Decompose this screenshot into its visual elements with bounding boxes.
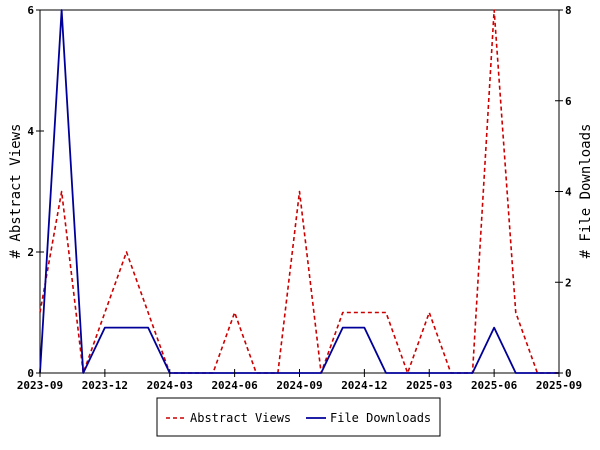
legend-box <box>156 397 441 437</box>
x-tick-label: 2025-03 <box>406 379 452 392</box>
x-tick-label: 2025-09 <box>536 379 582 392</box>
x-tick-label: 2024-12 <box>341 379 387 392</box>
legend-label-abstract-views: Abstract Views <box>190 411 291 425</box>
left-y-tick-label: 4 <box>27 125 34 138</box>
x-axis: 2023-09 2023-12 2024-03 2024-06 2024-09 2024-… <box>17 369 582 392</box>
legend-label-file-downloads: File Downloads <box>330 411 431 425</box>
x-tick-label: 2023-12 <box>82 379 128 392</box>
right-y-tick-label: 0 <box>565 367 572 380</box>
x-tick-label: 2023-09 <box>17 379 63 392</box>
right-y-tick-label: 8 <box>565 4 572 17</box>
left-axis-label: # Abstract Views <box>8 124 24 259</box>
right-y-tick-label: 4 <box>565 186 572 199</box>
left-y-tick-label: 0 <box>27 367 34 380</box>
legend: Abstract Views File Downloads <box>156 397 441 437</box>
left-y-tick-label: 6 <box>27 4 34 17</box>
left-y-axis: 0 2 4 6 <box>27 4 44 380</box>
x-tick-label: 2025-06 <box>471 379 518 392</box>
x-tick-label: 2024-09 <box>276 379 322 392</box>
right-y-tick-label: 6 <box>565 95 572 108</box>
right-axis-label: # File Downloads <box>578 124 594 259</box>
right-y-axis: 0 2 4 6 8 <box>555 4 572 380</box>
x-tick-label: 2024-03 <box>147 379 193 392</box>
x-tick-label: 2024-06 <box>211 379 258 392</box>
left-y-tick-label: 2 <box>27 246 34 259</box>
right-y-tick-label: 2 <box>565 276 572 289</box>
